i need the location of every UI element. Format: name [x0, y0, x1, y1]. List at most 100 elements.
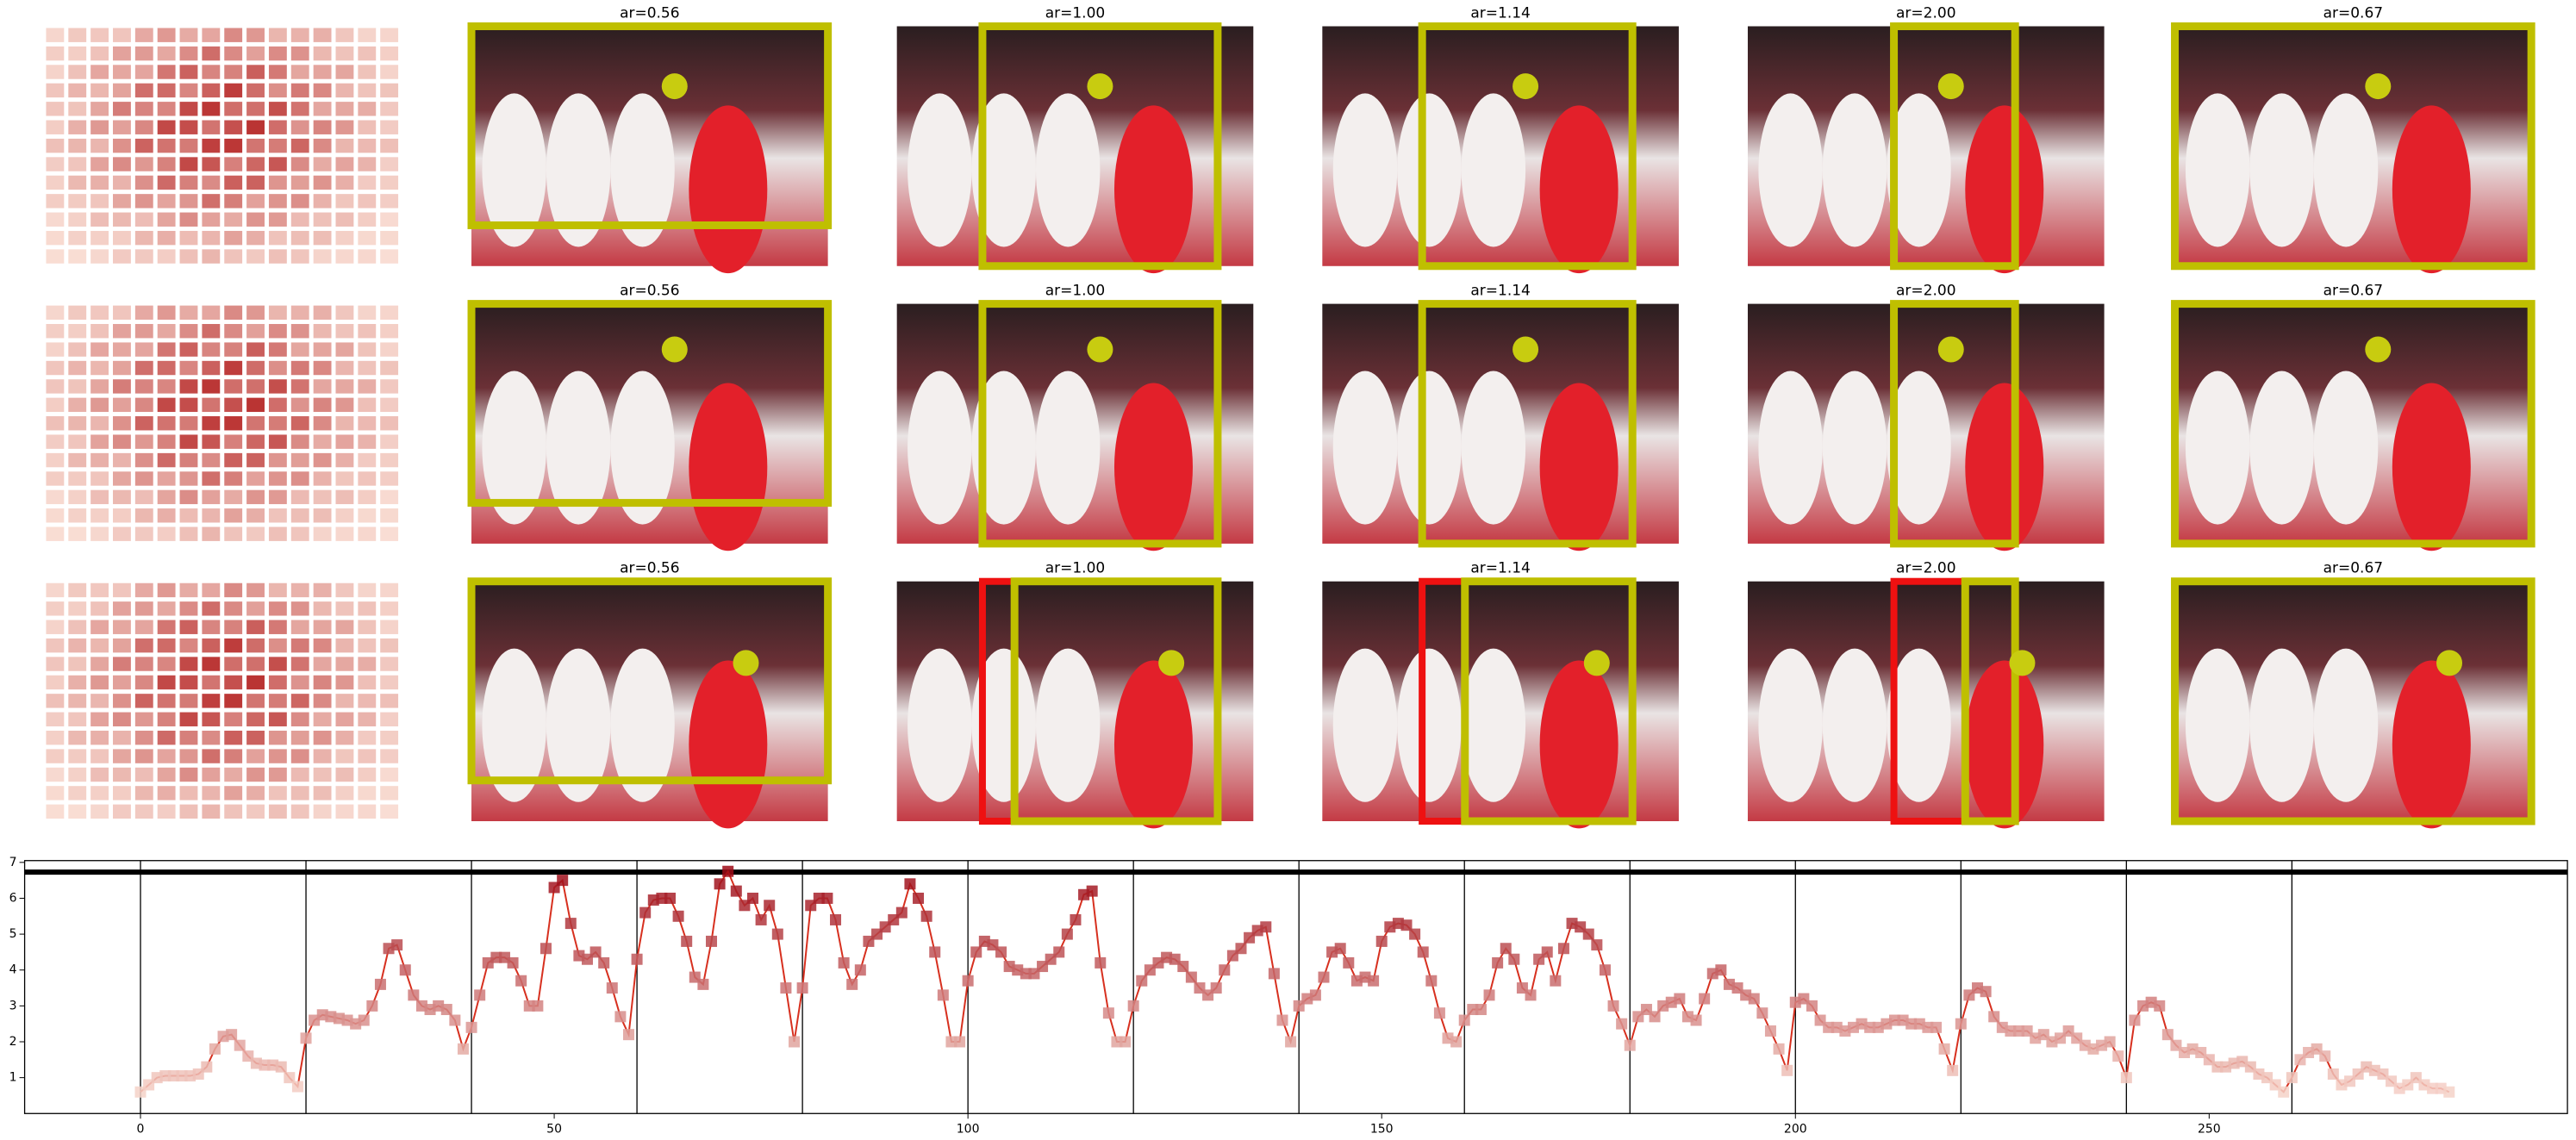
heatmap-cell [246, 526, 265, 541]
heatmap-cell [290, 786, 309, 800]
heatmap-cell [68, 379, 87, 394]
heatmap-cell [335, 138, 354, 153]
data-marker [1210, 982, 1222, 994]
heatmap-cell [380, 601, 399, 616]
player-white [1332, 371, 1398, 525]
heatmap-cell [335, 379, 354, 394]
photo [1747, 300, 2105, 551]
heatmap-cell [268, 230, 287, 246]
heatmap-cell [157, 526, 176, 541]
player-white [546, 93, 611, 247]
heatmap-cell [202, 675, 221, 690]
heatmap-cell [113, 489, 131, 505]
heatmap-cell [380, 749, 399, 763]
heatmap-cell [46, 194, 65, 209]
data-marker [1616, 1018, 1628, 1030]
heatmap-cell [246, 416, 265, 431]
heatmap-cell [246, 620, 265, 634]
heatmap-cell [358, 694, 377, 708]
heatmap-cell [68, 730, 87, 745]
heatmap-cell [202, 416, 221, 431]
data-marker [1425, 975, 1438, 987]
panel-title: ar=0.56 [620, 4, 680, 22]
heatmap-cell [290, 434, 309, 449]
data-marker [284, 1072, 296, 1084]
data-marker [557, 875, 569, 887]
data-marker [1980, 986, 1992, 998]
y-tick-label: 6 [9, 891, 17, 905]
heatmap-cell [68, 83, 87, 98]
heatmap-cell [246, 230, 265, 246]
heatmap-cell [268, 102, 287, 116]
data-marker [1102, 1007, 1114, 1019]
data-marker [830, 913, 842, 925]
heatmap-cell [268, 416, 287, 431]
heatmap-cell [335, 249, 354, 264]
heatmap-cell [202, 212, 221, 227]
heatmap-cell [358, 620, 377, 634]
data-marker [1699, 993, 1711, 1005]
heatmap-cell [113, 508, 131, 523]
heatmap-cell [113, 46, 131, 61]
data-marker [1806, 1000, 1818, 1012]
heatmap-cell [224, 638, 243, 653]
heatmap-cell [268, 694, 287, 708]
heatmap-cell [202, 194, 221, 209]
data-marker [747, 892, 759, 904]
heatmap-cell [90, 157, 109, 171]
heatmap-cell [46, 804, 65, 819]
heatmap-cell [90, 324, 109, 339]
heatmap-cell [134, 175, 153, 190]
heatmap-cell [202, 601, 221, 616]
heatmap-cell [113, 434, 131, 449]
player-white [482, 648, 546, 802]
heatmap-cell [380, 397, 399, 413]
heatmap-cell [202, 582, 221, 598]
heatmap-cell [335, 749, 354, 763]
player-red [2392, 105, 2471, 274]
heatmap-cell [46, 416, 65, 431]
heatmap-cell [335, 212, 354, 227]
heatmap-cell [290, 582, 309, 598]
data-marker [291, 1081, 303, 1093]
heatmap-cell [290, 46, 309, 61]
heatmap-cell [313, 786, 332, 800]
focus-point [661, 336, 688, 363]
photo [2171, 300, 2535, 551]
heatmap-cell [380, 767, 399, 782]
focus-point [2365, 336, 2392, 363]
heatmap-cell [335, 360, 354, 376]
heatmap-cell [157, 694, 176, 708]
heatmap-cell [268, 471, 287, 486]
heatmap-cell [290, 452, 309, 468]
heatmap-cell [179, 120, 198, 134]
heatmap-cell [157, 305, 176, 321]
player-red [1539, 660, 1619, 829]
heatmap-cell [290, 601, 309, 616]
heatmap-cell [179, 342, 198, 357]
data-marker [1525, 989, 1537, 1001]
data-marker [639, 906, 652, 919]
player-red [1965, 383, 2044, 551]
heatmap-cell [358, 360, 377, 376]
heatmap-cell [68, 212, 87, 227]
heatmap-cell [202, 83, 221, 98]
heatmap-cell [313, 324, 332, 339]
heatmap-cell [179, 157, 198, 171]
data-marker [1781, 1064, 1793, 1076]
heatmap-cell [113, 416, 131, 431]
data-marker [209, 1043, 221, 1055]
heatmap-cell [268, 194, 287, 209]
heatmap-cell [90, 730, 109, 745]
heatmap-cell [313, 620, 332, 634]
heatmap-cell [358, 138, 377, 153]
heatmap-cell [90, 675, 109, 690]
heatmap-cell [157, 28, 176, 42]
heatmap-cell [46, 582, 65, 598]
data-marker [954, 1036, 966, 1048]
heatmap-cell [157, 102, 176, 116]
heatmap-cell [335, 324, 354, 339]
heatmap-cell [113, 749, 131, 763]
heatmap-cell [157, 712, 176, 726]
player-white [1397, 93, 1462, 247]
